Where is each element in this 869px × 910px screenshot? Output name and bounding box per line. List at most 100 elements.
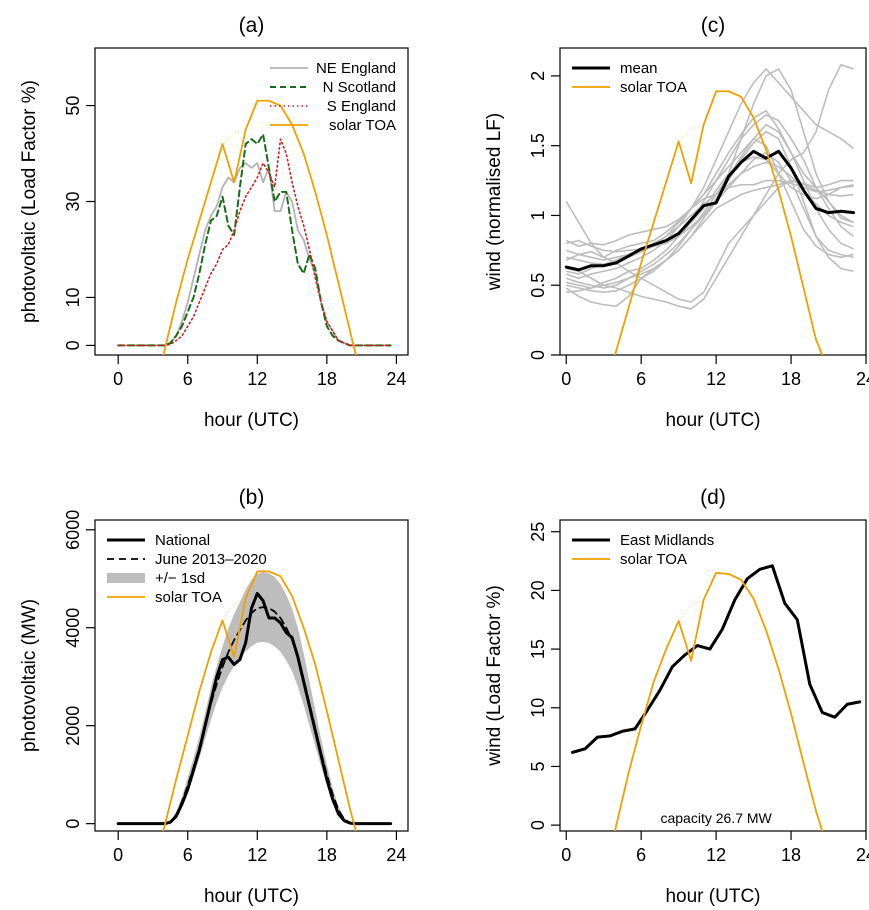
y-tick-label: 25 — [528, 522, 548, 542]
y-tick-label: 0 — [63, 819, 83, 829]
y-tick-label: 0.5 — [528, 273, 548, 298]
legend-label: solar TOA — [620, 79, 687, 96]
y-tick-label: 1 — [528, 210, 548, 220]
y-tick-label: 10 — [528, 698, 548, 718]
plot-frame — [559, 519, 867, 832]
plot-frame — [94, 519, 409, 832]
legend-label: N Scotland — [323, 79, 396, 96]
toa-envelope — [210, 100, 258, 183]
legend-swatch — [107, 573, 145, 583]
legend-label: solar TOA — [620, 551, 687, 568]
legend: East Midlands solar TOA — [572, 532, 714, 568]
x-tick-label: 6 — [183, 845, 193, 865]
y-tick-label: 4000 — [63, 608, 83, 648]
x-tick-label: 18 — [781, 845, 801, 865]
x-tick-label: 0 — [113, 845, 123, 865]
x-tick-label: 24 — [386, 369, 406, 389]
x-tick-label: 18 — [317, 369, 337, 389]
x-axis-label: hour (UTC) — [665, 886, 760, 907]
legend: National June 2013–2020 +/− 1sd solar TOA — [107, 532, 267, 606]
x-tick-label: 0 — [561, 845, 571, 865]
x-axis-label: hour (UTC) — [204, 410, 299, 431]
y-tick-label: 15 — [528, 639, 548, 659]
y-tick-label: 20 — [528, 580, 548, 600]
legend-label: S England — [327, 98, 396, 115]
y-tick-label: 30 — [63, 191, 83, 211]
y-tick-label: 1.5 — [528, 133, 548, 158]
x-tick-label: 6 — [636, 369, 646, 389]
panel-a: (a) 0 6 12 18 24 0 10 30 50 hour (UTC) photovoltaic… — [19, 14, 409, 431]
y-tick-label: 0 — [63, 340, 83, 350]
panel-c: (c) 0 6 12 18 24 0 0.5 1 1.5 2 hour (UTC) wind (norm… — [484, 14, 869, 431]
series-line-solar-toa — [614, 571, 824, 831]
legend: NE England N Scotland S England solar TOA — [270, 60, 396, 134]
y-tick-label: 0 — [528, 350, 548, 360]
series-line-east-midlands — [570, 564, 862, 754]
y-axis-label: photovoltaic (MW) — [19, 599, 40, 752]
legend: mean solar TOA — [572, 60, 687, 96]
x-tick-label: 18 — [781, 369, 801, 389]
series-line-ne-england — [117, 162, 392, 347]
y-axis-label: wind (normalised LF) — [484, 113, 505, 291]
y-tick-label: 5 — [528, 761, 548, 771]
panel-d: (d) 0 6 12 18 24 0 5 10 15 20 25 hour (UTC) wind (Loa… — [484, 486, 869, 907]
legend-label: mean — [620, 60, 658, 77]
background-series-line — [565, 109, 854, 247]
background-series-line — [565, 130, 854, 289]
x-axis-label: hour (UTC) — [204, 886, 299, 907]
series-line-june-2013-2020 — [117, 606, 392, 825]
plot-area — [564, 63, 856, 355]
y-axis-label: wind (Load Factor %) — [484, 585, 505, 767]
x-tick-label: 12 — [247, 845, 267, 865]
panel-title: (d) — [700, 486, 726, 509]
background-series-line — [566, 114, 855, 289]
capacity-annotation: capacity 26.7 MW — [660, 810, 772, 826]
x-tick-label: 6 — [636, 845, 646, 865]
x-axis-label: hour (UTC) — [665, 410, 760, 431]
x-tick-label: 24 — [386, 845, 406, 865]
y-tick-label: 0 — [528, 820, 548, 830]
x-tick-label: 12 — [706, 369, 726, 389]
series-line-solar-toa — [614, 90, 824, 355]
plot-area — [116, 570, 393, 831]
toa-envelope — [665, 91, 717, 183]
y-tick-label: 50 — [63, 96, 83, 116]
plot-area — [570, 564, 862, 831]
background-series-line — [566, 151, 854, 293]
legend-label: solar TOA — [329, 117, 396, 134]
y-tick-label: 2 — [528, 71, 548, 81]
x-tick-label: 12 — [247, 369, 267, 389]
x-tick-label: 12 — [706, 845, 726, 865]
y-tick-label: 2000 — [63, 706, 83, 746]
x-tick-label: 0 — [561, 369, 571, 389]
background-series-line — [565, 67, 855, 280]
panel-title: (a) — [239, 14, 265, 37]
series-line-n-scotland — [117, 133, 392, 347]
plot-area — [117, 99, 392, 355]
panel-title: (b) — [239, 486, 265, 509]
x-tick-label: 6 — [183, 369, 193, 389]
panel-title: (c) — [701, 14, 726, 37]
background-series-line — [566, 63, 854, 310]
legend-label: +/− 1sd — [155, 570, 205, 587]
legend-label: NE England — [316, 60, 396, 77]
legend-label: East Midlands — [620, 532, 714, 549]
y-axis-label: photovoltaic (Load Factor %) — [19, 80, 40, 323]
y-tick-label: 10 — [63, 287, 83, 307]
toa-envelope — [665, 572, 717, 650]
series-line-s-england — [117, 138, 392, 347]
x-tick-label: 0 — [113, 369, 123, 389]
plot-frame — [559, 47, 867, 356]
background-series-line — [566, 137, 854, 275]
y-tick-label: 6000 — [63, 510, 83, 550]
x-tick-label: 24 — [856, 845, 869, 865]
series-line-solar-toa — [162, 99, 357, 355]
toa-envelope — [210, 571, 258, 653]
series-line-solar-toa — [162, 570, 357, 831]
panel-b: (b) 0 6 12 18 24 0 2000 4000 6000 hour (UTC) photov… — [19, 486, 409, 907]
background-series-line — [565, 67, 854, 261]
background-series-line — [566, 161, 854, 266]
legend-label: solar TOA — [155, 589, 222, 606]
x-tick-label: 24 — [856, 369, 869, 389]
